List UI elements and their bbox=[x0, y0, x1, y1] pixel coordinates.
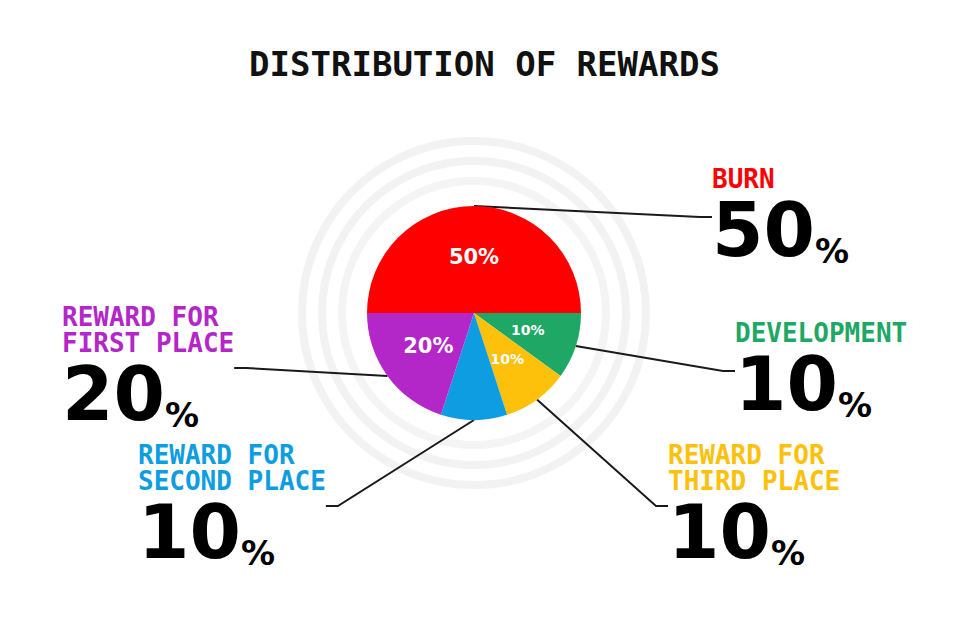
svg-text:DEVELOPMENT: DEVELOPMENT bbox=[735, 318, 908, 348]
svg-text:FIRST PLACE: FIRST PLACE bbox=[62, 328, 235, 358]
svg-text:DISTRIBUTION OF REWARDS: DISTRIBUTION OF REWARDS bbox=[249, 44, 720, 84]
svg-text:10: 10 bbox=[668, 489, 771, 575]
svg-text:50: 50 bbox=[712, 187, 815, 273]
svg-text:%: % bbox=[165, 395, 199, 435]
svg-text:10%: 10% bbox=[511, 322, 545, 338]
svg-text:BURN: BURN bbox=[712, 164, 775, 194]
svg-text:10%: 10% bbox=[490, 351, 524, 367]
svg-text:10: 10 bbox=[138, 489, 241, 575]
svg-text:%: % bbox=[771, 533, 805, 573]
svg-text:REWARD FOR: REWARD FOR bbox=[668, 440, 825, 470]
svg-text:REWARD FOR: REWARD FOR bbox=[62, 302, 219, 332]
svg-text:20%: 20% bbox=[403, 334, 453, 358]
svg-text:REWARD FOR: REWARD FOR bbox=[138, 440, 295, 470]
svg-text:%: % bbox=[241, 533, 275, 573]
svg-text:10: 10 bbox=[735, 341, 838, 427]
svg-text:20: 20 bbox=[62, 351, 165, 437]
svg-text:SECOND PLACE: SECOND PLACE bbox=[138, 466, 326, 496]
svg-text:50%: 50% bbox=[449, 245, 499, 269]
svg-text:%: % bbox=[838, 385, 872, 425]
svg-text:THIRD PLACE: THIRD PLACE bbox=[668, 466, 841, 496]
svg-text:%: % bbox=[815, 231, 849, 271]
